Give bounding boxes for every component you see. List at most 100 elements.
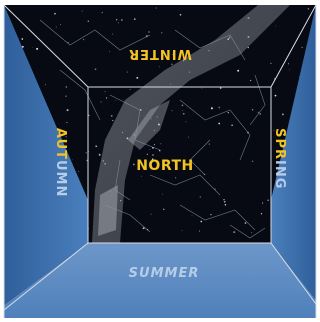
star-field xyxy=(21,7,310,234)
star xyxy=(251,109,254,111)
autumn-label-pale: UMN xyxy=(53,160,68,197)
star xyxy=(60,23,62,25)
star xyxy=(134,134,136,136)
star xyxy=(200,220,203,223)
star xyxy=(55,26,57,28)
star xyxy=(174,160,177,163)
constellation-lines xyxy=(39,19,266,239)
star xyxy=(155,7,157,9)
star xyxy=(182,110,183,112)
spring-label-pale: ING xyxy=(272,160,287,189)
star xyxy=(110,115,113,117)
star xyxy=(223,198,225,201)
star xyxy=(151,158,154,161)
star xyxy=(54,12,56,15)
star xyxy=(121,131,124,134)
star xyxy=(65,136,67,138)
sky-background xyxy=(4,5,316,243)
star xyxy=(94,68,97,71)
star xyxy=(307,8,310,10)
star xyxy=(288,69,290,71)
star xyxy=(244,222,247,224)
star xyxy=(170,83,172,85)
autumn-label: AUT UMN xyxy=(53,128,68,197)
star xyxy=(210,107,213,110)
star xyxy=(45,84,46,86)
star xyxy=(136,76,139,79)
star xyxy=(233,231,236,234)
star xyxy=(115,99,117,101)
star xyxy=(139,109,142,111)
star xyxy=(109,50,110,52)
star xyxy=(152,154,154,156)
star xyxy=(162,193,163,195)
star xyxy=(218,122,221,125)
star xyxy=(82,38,85,41)
star xyxy=(281,113,284,116)
star xyxy=(156,116,158,118)
star xyxy=(102,160,105,162)
star xyxy=(66,122,68,124)
star xyxy=(159,150,161,152)
star xyxy=(231,124,233,126)
star xyxy=(88,114,90,117)
north-label: NORTH xyxy=(136,158,194,174)
star xyxy=(158,66,160,68)
star xyxy=(100,101,102,103)
star xyxy=(227,112,229,114)
star xyxy=(259,113,261,115)
star xyxy=(36,47,39,50)
star xyxy=(126,137,129,140)
star xyxy=(21,38,24,40)
star xyxy=(148,149,150,151)
star xyxy=(120,200,122,202)
star xyxy=(146,228,149,231)
star xyxy=(249,79,252,82)
star xyxy=(214,188,216,190)
star xyxy=(101,11,104,14)
floor xyxy=(4,243,316,318)
star xyxy=(153,144,155,146)
star xyxy=(109,190,111,192)
spring-label: SPR ING xyxy=(272,128,287,189)
star xyxy=(121,19,123,21)
star xyxy=(150,118,152,120)
star xyxy=(172,53,174,55)
star xyxy=(106,97,108,99)
star xyxy=(237,69,240,72)
star xyxy=(182,59,185,62)
right-wall xyxy=(271,5,316,300)
star xyxy=(133,18,136,20)
star xyxy=(157,123,160,126)
star xyxy=(298,75,300,77)
star xyxy=(247,16,250,20)
star xyxy=(247,46,250,49)
star xyxy=(274,94,277,97)
box-edges xyxy=(3,4,317,318)
star xyxy=(78,171,80,172)
star xyxy=(160,143,162,145)
star xyxy=(21,45,24,48)
star xyxy=(250,232,253,234)
star xyxy=(81,10,83,12)
star xyxy=(275,25,277,27)
left-wall xyxy=(4,5,88,305)
star xyxy=(189,71,191,73)
star xyxy=(112,119,114,122)
star xyxy=(171,110,173,112)
spring-label-gold: SPR xyxy=(272,128,287,160)
winter-label: WINTER xyxy=(128,46,192,61)
star xyxy=(85,152,87,154)
star xyxy=(185,121,187,123)
star xyxy=(182,112,185,115)
star xyxy=(198,230,201,232)
star xyxy=(181,104,184,107)
star xyxy=(219,87,222,89)
star xyxy=(140,175,142,177)
star xyxy=(152,147,154,149)
star xyxy=(65,86,68,88)
star xyxy=(116,19,118,21)
star xyxy=(260,213,263,215)
star xyxy=(252,160,254,162)
star xyxy=(112,33,114,35)
